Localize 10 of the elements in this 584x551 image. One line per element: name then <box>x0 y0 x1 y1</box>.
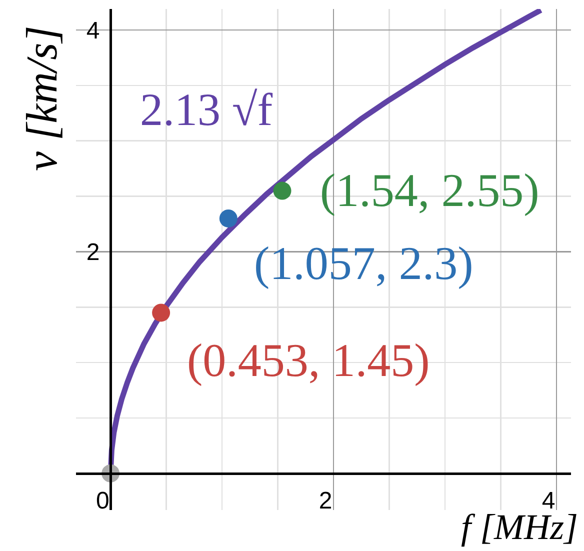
data-label: (1.54, 2.55) <box>320 165 540 217</box>
point <box>219 209 238 228</box>
x-tick-label: 2 <box>318 488 332 515</box>
point <box>273 182 292 200</box>
data-label: (0.453, 1.45) <box>187 335 430 387</box>
x-tick-label: 0 <box>96 488 110 515</box>
point <box>152 304 170 322</box>
series-label: 2.13 √f <box>140 84 274 135</box>
y-axis-title: v [km/s] <box>18 26 67 172</box>
data-label: (1.057, 2.3) <box>254 238 474 290</box>
